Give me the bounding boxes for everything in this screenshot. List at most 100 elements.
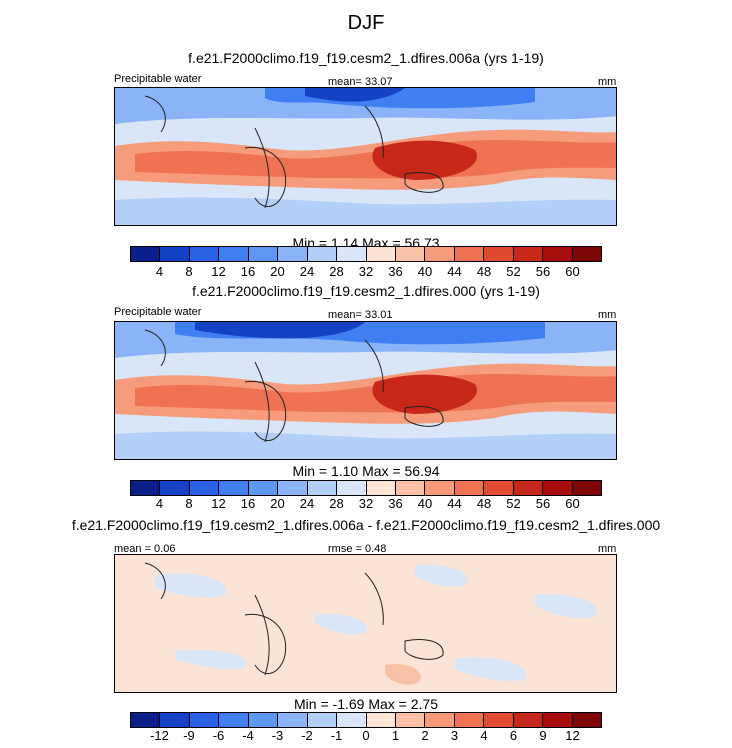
panel-1-colorbar-ticks: 4 8 12 16 20 24 28 32 36 40 44 48 52 56 60 <box>130 264 602 280</box>
colorbar-tick-label: 28 <box>329 264 344 279</box>
colorbar-tick-label: -12 <box>150 728 169 743</box>
colorbar-tick-label: 1 <box>391 728 400 743</box>
colorbar-tick-label: 40 <box>417 264 433 279</box>
colorbar-tick-label: 40 <box>417 496 433 511</box>
colorbar-swatch <box>337 481 367 495</box>
panel-3-rmse-label: rmse = 0.48 <box>328 543 387 555</box>
colorbar-tick-label: -2 <box>301 728 313 743</box>
colorbar-swatch <box>366 481 396 495</box>
colorbar-swatch <box>248 713 279 727</box>
colorbar-tick-label: 32 <box>358 496 374 511</box>
colorbar-tick-label: -6 <box>212 728 225 743</box>
colorbar-swatch <box>543 247 573 261</box>
colorbar-swatch <box>248 247 279 261</box>
colorbar-swatch <box>395 713 426 727</box>
panel-3-units-label: mm <box>598 543 617 555</box>
colorbar-tick-label: 28 <box>329 496 344 511</box>
colorbar-tick-label: 56 <box>535 264 551 279</box>
colorbar-swatch <box>189 481 220 495</box>
colorbar-tick-label: 4 <box>480 728 488 743</box>
panel-1-map <box>114 87 617 226</box>
colorbar-swatch <box>395 481 426 495</box>
panel-1-mean-label: mean= 33.07 <box>328 76 393 88</box>
colorbar-tick-label: 9 <box>539 728 547 743</box>
colorbar-swatch <box>425 481 455 495</box>
colorbar-swatch <box>454 247 485 261</box>
colorbar-swatch <box>278 481 308 495</box>
colorbar-tick-label: 3 <box>450 728 459 743</box>
colorbar-swatch <box>572 713 601 727</box>
colorbar-tick-label: 4 <box>155 264 164 279</box>
colorbar-swatch <box>366 247 396 261</box>
colorbar-tick-label: 48 <box>476 264 492 279</box>
colorbar-tick-label: 20 <box>270 264 285 279</box>
colorbar-tick-label: -9 <box>183 728 195 743</box>
colorbar-tick-label: 24 <box>299 496 315 511</box>
colorbar-tick-label: 20 <box>270 496 285 511</box>
colorbar-swatch <box>484 713 514 727</box>
colorbar-swatch <box>572 481 601 495</box>
panel-3-colorbar <box>130 712 602 728</box>
colorbar-swatch <box>484 247 514 261</box>
colorbar-swatch <box>484 481 514 495</box>
panel-1-variable-label: Precipitable water <box>114 73 202 85</box>
colorbar-tick-label: 16 <box>240 264 256 279</box>
panel-3-mean-label: mean = 0.06 <box>114 543 176 555</box>
colorbar-swatch <box>160 247 190 261</box>
colorbar-tick-label: -3 <box>271 728 284 743</box>
panel-1-colorbar <box>130 246 602 262</box>
colorbar-swatch <box>337 247 367 261</box>
colorbar-swatch <box>307 481 338 495</box>
colorbar-swatch <box>219 247 249 261</box>
panel-2-mean-label: mean= 33.01 <box>328 309 393 321</box>
colorbar-swatch <box>513 713 544 727</box>
panel-2-minmax: Min = 1.10 Max = 56.94 <box>292 463 440 479</box>
colorbar-tick-label: 24 <box>299 264 315 279</box>
panel-3-title: f.e21.F2000climo.f19_f19.cesm2_1.dfires.… <box>71 517 661 533</box>
colorbar-tick-label: 8 <box>185 496 193 511</box>
colorbar-tick-label: 60 <box>565 264 580 279</box>
colorbar-tick-label: 16 <box>240 496 256 511</box>
colorbar-swatch <box>189 713 220 727</box>
colorbar-swatch <box>454 713 485 727</box>
colorbar-tick-label: 12 <box>211 264 226 279</box>
colorbar-swatch <box>454 481 485 495</box>
colorbar-tick-label: 12 <box>565 728 580 743</box>
panel-2-map <box>114 321 617 460</box>
colorbar-tick-label: 44 <box>447 496 462 511</box>
colorbar-swatch <box>513 481 544 495</box>
colorbar-tick-label: 60 <box>565 496 580 511</box>
panel-3-map <box>114 554 617 693</box>
colorbar-tick-label: 0 <box>362 728 370 743</box>
panel-2-colorbar-ticks: 4 8 12 16 20 24 28 32 36 40 44 48 52 56 60 <box>130 496 602 512</box>
colorbar-swatch <box>278 247 308 261</box>
colorbar-tick-label: 36 <box>388 264 403 279</box>
colorbar-swatch <box>307 713 338 727</box>
colorbar-swatch <box>543 481 573 495</box>
colorbar-swatch <box>307 247 338 261</box>
figure-title: DJF <box>347 12 385 34</box>
colorbar-tick-label: 52 <box>506 496 521 511</box>
panel-1-units-label: mm <box>598 76 617 88</box>
colorbar-swatch <box>572 247 601 261</box>
colorbar-swatch <box>189 247 220 261</box>
colorbar-tick-label: -1 <box>330 728 343 743</box>
colorbar-swatch <box>395 247 426 261</box>
colorbar-swatch <box>131 247 161 261</box>
panel-3-colorbar-ticks: -12 -9 -6 -4 -3 -2 -1 0 1 2 3 4 6 9 12 <box>130 728 602 744</box>
colorbar-swatch <box>160 481 190 495</box>
colorbar-tick-label: 32 <box>358 264 374 279</box>
colorbar-tick-label: 2 <box>421 728 429 743</box>
colorbar-swatch <box>278 713 308 727</box>
colorbar-swatch <box>219 713 249 727</box>
colorbar-swatch <box>248 481 279 495</box>
colorbar-swatch <box>425 713 455 727</box>
colorbar-tick-label: 44 <box>447 264 462 279</box>
panel-2-units-label: mm <box>598 309 617 321</box>
panel-3-minmax: Min = -1.69 Max = 2.75 <box>294 696 438 712</box>
colorbar-swatch <box>131 713 161 727</box>
colorbar-tick-label: 36 <box>388 496 403 511</box>
colorbar-tick-label: 4 <box>155 496 164 511</box>
panel-1-title: f.e21.F2000climo.f19_f19.cesm2_1.dfires.… <box>188 50 544 66</box>
colorbar-swatch <box>131 481 161 495</box>
